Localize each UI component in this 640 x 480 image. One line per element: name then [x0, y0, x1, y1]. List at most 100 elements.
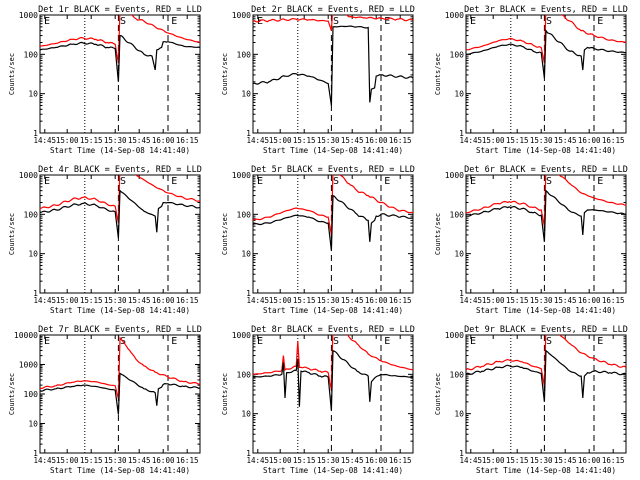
marker-label: E — [171, 16, 177, 27]
y-tick-label: 1 — [33, 129, 38, 138]
chart-title: Det 5r BLACK = Events, RED = LLD — [251, 165, 415, 175]
events-series-line — [40, 189, 200, 239]
x-axis-label: Start Time (14-Sep-08 14:41:40) — [263, 466, 403, 475]
chart-title: Det 2r BLACK = Events, RED = LLD — [251, 5, 415, 15]
y-tick-label: 10 — [28, 420, 38, 429]
y-tick-label: 1000 — [445, 331, 464, 340]
lld-series-line — [466, 335, 626, 387]
lld-series-line — [40, 336, 200, 399]
x-tick-label: 15:15 — [80, 136, 103, 145]
marker-label: E — [470, 336, 476, 347]
y-tick-label: 100 — [237, 210, 252, 219]
events-series-line — [466, 28, 626, 79]
chart-title: Det 4r BLACK = Events, RED = LLD — [38, 165, 202, 175]
y-tick-label: 1 — [246, 289, 251, 298]
chart-panel-7: Det 7r BLACK = Events, RED = LLD 1 10 100 10… — [8, 325, 202, 475]
y-tick-label: 100 — [237, 370, 252, 379]
x-tick-label: 15:00 — [56, 456, 79, 465]
x-tick-label: 16:15 — [389, 136, 412, 145]
x-tick-label: 15:30 — [317, 296, 340, 305]
x-tick-label: 16:15 — [602, 136, 625, 145]
y-tick-label: 100 — [450, 210, 465, 219]
y-axis-label: Counts/sec — [434, 373, 442, 415]
marker-label: S — [333, 336, 339, 347]
y-tick-label: 100 — [450, 50, 465, 59]
y-tick-label: 10000 — [14, 331, 38, 340]
lld-series-line — [466, 15, 626, 64]
chart-title: Det 1r BLACK = Events, RED = LLD — [38, 5, 202, 15]
x-tick-label: 15:15 — [293, 456, 316, 465]
x-tick-label: 16:15 — [602, 296, 625, 305]
x-tick-label: 14:45 — [34, 136, 57, 145]
x-tick-label: 16:00 — [365, 136, 388, 145]
x-tick-label: 16:15 — [389, 296, 412, 305]
x-tick-label: 16:00 — [578, 456, 601, 465]
events-series-line — [40, 372, 200, 415]
y-tick-label: 10 — [28, 90, 38, 99]
marker-label: E — [470, 16, 476, 27]
x-tick-label: 14:45 — [460, 136, 483, 145]
x-tick-label: 15:30 — [530, 136, 553, 145]
x-tick-label: 15:45 — [554, 136, 577, 145]
events-series-line — [40, 34, 200, 82]
y-tick-label: 10 — [28, 250, 38, 259]
x-axis-label: Start Time (14-Sep-08 14:41:40) — [476, 306, 616, 315]
x-tick-label: 16:00 — [578, 136, 601, 145]
x-tick-label: 14:45 — [34, 296, 57, 305]
x-tick-label: 16:00 — [578, 296, 601, 305]
x-tick-label: 14:45 — [247, 136, 270, 145]
chart-panel-2: Det 2r BLACK = Events, RED = LLD 1 10 100 10… — [221, 5, 415, 155]
y-tick-label: 10 — [241, 410, 251, 419]
x-tick-label: 16:00 — [152, 136, 175, 145]
lld-series-line — [466, 175, 626, 227]
marker-label: S — [546, 176, 552, 187]
y-axis-label: Counts/sec — [434, 213, 442, 255]
x-tick-label: 15:45 — [341, 136, 364, 145]
x-tick-label: 15:00 — [269, 456, 292, 465]
marker-label: S — [120, 16, 126, 27]
chart-panel-3: Det 3r BLACK = Events, RED = LLD 1 10 100 10… — [434, 5, 628, 155]
y-tick-label: 10 — [454, 410, 464, 419]
x-axis-label: Start Time (14-Sep-08 14:41:40) — [50, 146, 190, 155]
x-tick-label: 15:45 — [128, 296, 151, 305]
x-tick-label: 16:15 — [602, 456, 625, 465]
y-tick-label: 1 — [459, 449, 464, 458]
chart-panel-6: Det 6r BLACK = Events, RED = LLD 1 10 100 10… — [434, 165, 628, 315]
chart-panel-4: Det 4r BLACK = Events, RED = LLD 1 10 100 10… — [8, 165, 202, 315]
y-tick-label: 1 — [246, 449, 251, 458]
x-tick-label: 16:00 — [152, 296, 175, 305]
y-tick-label: 1 — [459, 289, 464, 298]
x-tick-label: 15:30 — [317, 456, 340, 465]
y-tick-label: 1000 — [19, 11, 38, 20]
chart-title: Det 8r BLACK = Events, RED = LLD — [251, 325, 415, 335]
y-tick-label: 100 — [24, 210, 39, 219]
x-tick-label: 16:00 — [152, 456, 175, 465]
x-tick-label: 15:00 — [56, 136, 79, 145]
x-axis-label: Start Time (14-Sep-08 14:41:40) — [50, 306, 190, 315]
x-tick-label: 16:15 — [176, 296, 199, 305]
chart-panel-1: Det 1r BLACK = Events, RED = LLD 1 10 100 10… — [8, 5, 202, 155]
y-tick-label: 10 — [454, 90, 464, 99]
events-series-line — [253, 25, 413, 106]
x-tick-label: 15:45 — [554, 296, 577, 305]
events-series-line — [253, 194, 413, 251]
x-tick-label: 15:15 — [506, 456, 529, 465]
marker-label: E — [470, 176, 476, 187]
chart-panel-8: Det 8r BLACK = Events, RED = LLD 1 10 100 10… — [221, 325, 415, 475]
x-tick-label: 14:45 — [247, 456, 270, 465]
y-axis-label: Counts/sec — [221, 213, 229, 255]
marker-label: S — [333, 16, 339, 27]
y-tick-label: 1000 — [232, 171, 251, 180]
chart-title: Det 7r BLACK = Events, RED = LLD — [38, 325, 202, 335]
lld-series-line — [40, 175, 200, 224]
x-tick-label: 15:00 — [269, 296, 292, 305]
x-axis-label: Start Time (14-Sep-08 14:41:40) — [476, 466, 616, 475]
y-tick-label: 1 — [459, 129, 464, 138]
lld-series-line — [253, 335, 413, 391]
x-axis-label: Start Time (14-Sep-08 14:41:40) — [50, 466, 190, 475]
events-series-line — [466, 349, 626, 402]
x-tick-label: 15:45 — [128, 456, 151, 465]
plot-frame — [39, 14, 201, 134]
chart-title: Det 3r BLACK = Events, RED = LLD — [464, 5, 628, 15]
